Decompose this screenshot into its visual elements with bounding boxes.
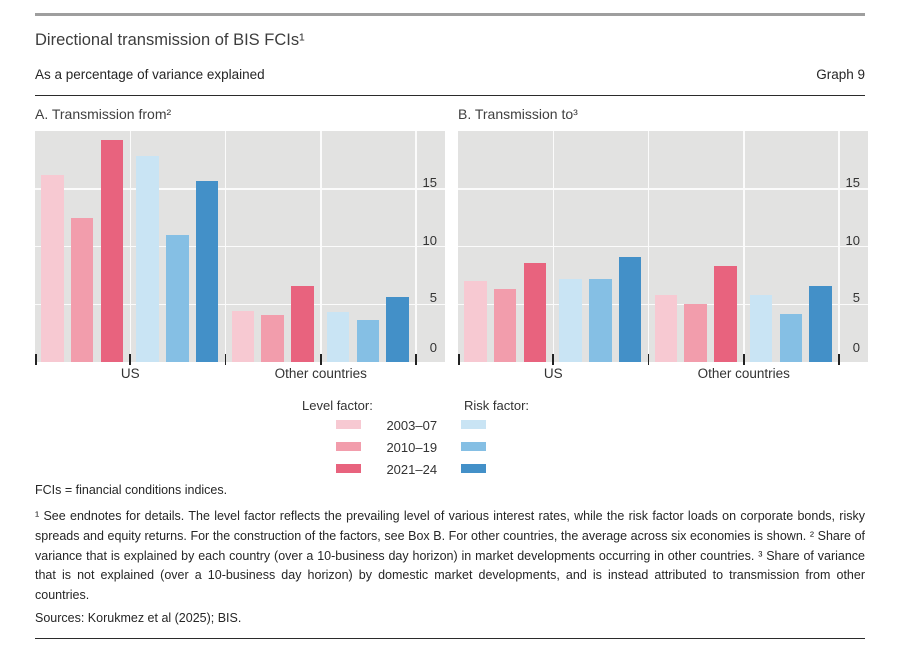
legend-swatch-level-2003-07 [336,420,361,430]
header-divider [35,95,865,97]
x-axis-tick [838,354,840,365]
x-axis-label: US [120,366,140,381]
bar-a-risk-1 [166,234,189,362]
bar-a-level-2 [291,285,314,362]
bar-a-risk-2 [386,297,409,362]
gridline-vertical [647,131,650,362]
gridline-horizontal [35,303,445,305]
legend-level-header: Level factor: [302,398,373,413]
figure-subtitle: As a percentage of variance explained [35,67,265,82]
bar-a-risk-0 [326,312,350,362]
bar-b-level-2 [714,266,737,362]
legend-swatch-level-2010-19 [336,442,361,452]
panel-b-title: B. Transmission to³ [458,106,578,122]
panel-b: B. Transmission to³ 0 5 10 15 US Other count… [458,104,868,389]
legend-row [461,439,529,461]
legend-period-label: 2010–19 [386,440,438,456]
bottom-rule [35,638,865,640]
bar-a-risk-1 [356,320,379,362]
gridline-horizontal [458,245,868,248]
gridline-vertical [743,131,745,362]
legend-row: 2010–19 [336,439,437,461]
x-axis-tick [319,354,322,365]
panel-b-plot-area: 0 5 10 15 [458,131,868,365]
legend-period-label: 2003–07 [386,418,438,434]
legend-swatch-risk-2010-19 [461,442,486,452]
bar-a-risk-0 [136,156,159,362]
bar-b-level-1 [684,304,707,362]
bar-b-risk-0 [749,295,773,362]
y-tick-label: 0 [429,340,437,355]
legend: Level factor: 2003–07 2010–19 2021–24 Ri… [0,398,900,478]
y-tick-label: 0 [852,340,860,355]
y-tick-label: 5 [429,290,437,306]
bar-b-level-0 [654,295,677,362]
legend-level-factor-group: Level factor: 2003–07 2010–19 2021–24 [302,398,437,483]
gridline-vertical [838,131,840,362]
y-tick-label: 15 [422,174,437,190]
legend-swatch-risk-2021-24 [461,464,486,474]
x-axis-tick [415,354,417,365]
graph-number-label: Graph 9 [816,67,865,82]
x-axis-tick [742,354,745,365]
gridline-vertical [224,131,227,362]
legend-swatch-risk-2003-07 [461,420,486,430]
gridline-vertical [320,131,322,362]
x-axis-label: US [543,366,563,381]
bar-b-risk-1 [589,278,612,362]
panel-a: A. Transmission from² 0 5 10 15 US Other cou… [35,104,445,389]
x-axis-tick [647,354,650,365]
page-title: Directional transmission of BIS FCIs¹ [35,31,305,49]
y-tick-label: 5 [852,290,860,306]
gridline-horizontal [458,188,868,190]
bar-b-risk-2 [618,256,642,362]
x-axis-tick [35,354,37,365]
footnote-text: ¹ See endnotes for details. The level fa… [35,509,865,603]
bar-a-level-2 [100,140,123,362]
gridline-vertical [552,131,554,362]
gridline-horizontal [35,188,445,190]
legend-row: 2003–07 [336,417,437,439]
bar-a-level-0 [231,311,254,362]
legend-row: 2021–24 [336,461,437,483]
bar-b-risk-2 [809,285,832,362]
legend-risk-header: Risk factor: [464,398,530,413]
bar-b-level-2 [523,262,546,362]
legend-row [461,461,529,483]
panel-a-plot-area: 0 5 10 15 [35,131,445,365]
bar-b-risk-1 [779,313,802,362]
bar-b-risk-0 [559,278,582,362]
panel-a-title: A. Transmission from² [35,106,172,122]
bar-a-level-0 [41,174,64,362]
x-axis-tick [552,354,555,365]
bar-a-risk-2 [195,180,219,362]
x-axis-label: Other countries [697,366,790,381]
legend-row [461,417,529,439]
x-axis-tick [129,354,132,365]
legend-period-label: 2021–24 [386,462,438,478]
bar-b-level-0 [464,281,487,362]
y-tick-label: 15 [845,174,860,190]
y-tick-label: 10 [422,232,437,248]
bar-a-level-1 [261,314,284,362]
sources-line: Sources: Korukmez et al (2025); BIS. [35,611,242,625]
legend-swatch-level-2021-24 [336,464,361,474]
x-axis-tick [458,354,460,365]
top-rule [35,13,865,16]
y-tick-label: 10 [845,232,860,248]
gridline-vertical [415,131,417,362]
x-axis-label: Other countries [274,366,367,381]
fci-definition: FCIs = financial conditions indices. [35,483,228,497]
gridline-horizontal [35,245,445,248]
legend-risk-factor-group: Risk factor: [461,398,529,483]
gridline-vertical [129,131,131,362]
bar-b-level-1 [493,289,517,362]
bar-a-level-1 [70,217,94,362]
x-axis-tick [224,354,227,365]
